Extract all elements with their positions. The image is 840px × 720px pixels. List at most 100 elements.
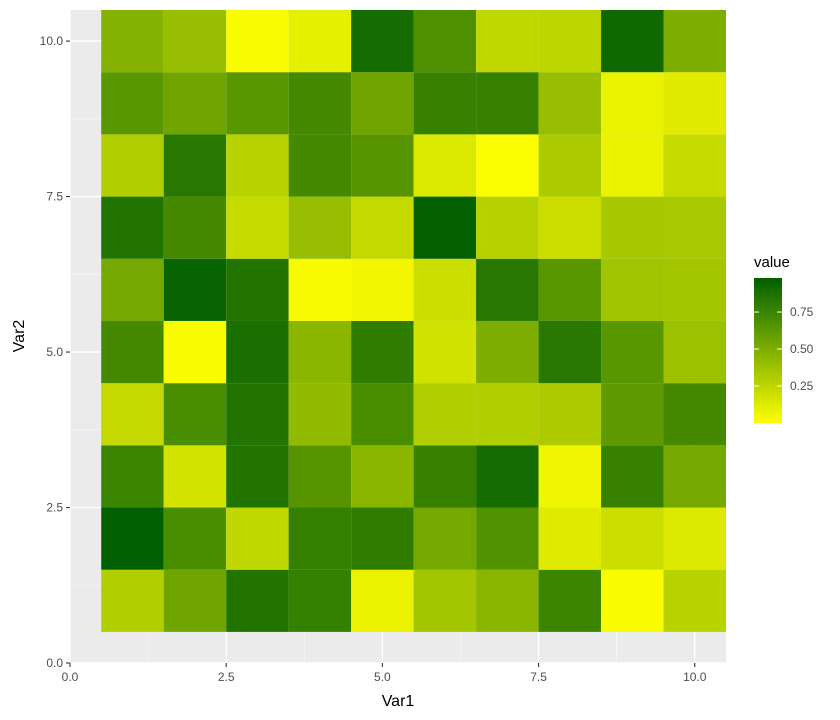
- heatmap-tile: [288, 10, 352, 73]
- heatmap-tile: [288, 196, 352, 259]
- heatmap-tile: [663, 196, 726, 259]
- heatmap-tile: [163, 320, 227, 384]
- heatmap-tile: [601, 134, 664, 197]
- heatmap-tile: [226, 72, 289, 135]
- heatmap-tile: [476, 10, 539, 73]
- heatmap-tile: [413, 320, 477, 384]
- legend-ticks: 0.25 0.50 0.75: [754, 305, 814, 393]
- heatmap-tile: [351, 507, 414, 570]
- heatmap-tile: [226, 10, 289, 73]
- heatmap-tile: [101, 507, 164, 570]
- heatmap-tile: [476, 445, 539, 508]
- heatmap-tile: [226, 134, 289, 197]
- heatmap-tile: [351, 383, 414, 446]
- x-tick-label: 5.0: [374, 670, 391, 684]
- heatmap-tile: [163, 72, 227, 135]
- heatmap-tile: [351, 196, 414, 259]
- heatmap-tile: [413, 134, 477, 197]
- legend-label: 0.75: [790, 305, 814, 319]
- legend-label: 0.50: [790, 342, 814, 356]
- heatmap-tile: [601, 445, 664, 508]
- y-tick-label: 7.5: [46, 190, 63, 204]
- heatmap-tile: [663, 134, 726, 197]
- heatmap-tile: [163, 134, 227, 197]
- heatmap-tile: [101, 134, 164, 197]
- heatmap-tile: [226, 569, 289, 632]
- x-axis: 0.0 2.5 5.0 7.5 10.0: [62, 663, 707, 684]
- heatmap-tile: [601, 320, 664, 384]
- heatmap-tile: [101, 258, 164, 321]
- heatmap-tile: [288, 134, 352, 197]
- heatmap-tile: [538, 10, 602, 73]
- heatmap-tile: [538, 445, 602, 508]
- x-tick-label: 7.5: [530, 670, 547, 684]
- heatmap-tile: [413, 383, 477, 446]
- heatmap-tile: [476, 320, 539, 384]
- heatmap-tile: [226, 320, 289, 384]
- heatmap-tile: [351, 569, 414, 632]
- heatmap-tile: [351, 320, 414, 384]
- x-tick-label: 0.0: [62, 670, 79, 684]
- heatmap-tile: [163, 569, 227, 632]
- heatmap-tile: [101, 72, 164, 135]
- heatmap-tile: [226, 507, 289, 570]
- legend-label: 0.25: [790, 379, 814, 393]
- legend-colorbar: [754, 278, 782, 423]
- heatmap-tile: [663, 445, 726, 508]
- heatmap-tile: [226, 196, 289, 259]
- heatmap-tile: [163, 445, 227, 508]
- heatmap-tile: [413, 258, 477, 321]
- heatmap-tile: [538, 507, 602, 570]
- heatmap-tile: [476, 258, 539, 321]
- heatmap-tile: [538, 383, 602, 446]
- heatmap-tile: [101, 196, 164, 259]
- y-axis: 0.0 2.5 5.0 7.5 10.0: [40, 34, 70, 670]
- heatmap-tile: [288, 445, 352, 508]
- heatmap-tile: [101, 383, 164, 446]
- heatmap-tile: [663, 258, 726, 321]
- y-tick-label: 2.5: [46, 501, 63, 515]
- heatmap-tile: [351, 134, 414, 197]
- heatmap-tile: [413, 196, 477, 259]
- x-tick-label: 2.5: [218, 670, 235, 684]
- heatmap-tile: [538, 196, 602, 259]
- heatmap-tile: [538, 258, 602, 321]
- heatmap-tile: [476, 134, 539, 197]
- heatmap-tile: [663, 320, 726, 384]
- heatmap-tile: [601, 383, 664, 446]
- heatmap-tile: [413, 10, 477, 73]
- heatmap-tile: [538, 320, 602, 384]
- heatmap-tile: [601, 258, 664, 321]
- heatmap-tile: [101, 445, 164, 508]
- heatmap-tile: [288, 258, 352, 321]
- heatmap-tile: [351, 10, 414, 73]
- heatmap-tile: [601, 196, 664, 259]
- heatmap-tile: [351, 258, 414, 321]
- heatmap-tile: [601, 507, 664, 570]
- heatmap-tile: [476, 569, 539, 632]
- heatmap-tile: [163, 10, 227, 73]
- heatmap-tile: [476, 507, 539, 570]
- heatmap-tile: [101, 320, 164, 384]
- y-axis-title: Var2: [11, 320, 28, 353]
- heatmap-tile: [538, 72, 602, 135]
- heatmap-tile: [476, 196, 539, 259]
- heatmap-tile: [601, 72, 664, 135]
- color-legend: value 0.25 0.50 0.75: [754, 254, 814, 423]
- heatmap-tile: [413, 569, 477, 632]
- heatmap-tile: [538, 134, 602, 197]
- x-tick-label: 10.0: [683, 670, 707, 684]
- y-tick-label: 10.0: [40, 34, 64, 48]
- heatmap-tile: [413, 72, 477, 135]
- heatmap-tile: [163, 507, 227, 570]
- heatmap-tile: [538, 569, 602, 632]
- heatmap-tile: [663, 507, 726, 570]
- heatmap-tile: [351, 445, 414, 508]
- heatmap-tile: [288, 72, 352, 135]
- heatmap-tiles: [101, 10, 726, 632]
- heatmap-tile: [413, 445, 477, 508]
- heatmap-tile: [288, 383, 352, 446]
- heatmap-tile: [288, 569, 352, 632]
- heatmap-tile: [663, 72, 726, 135]
